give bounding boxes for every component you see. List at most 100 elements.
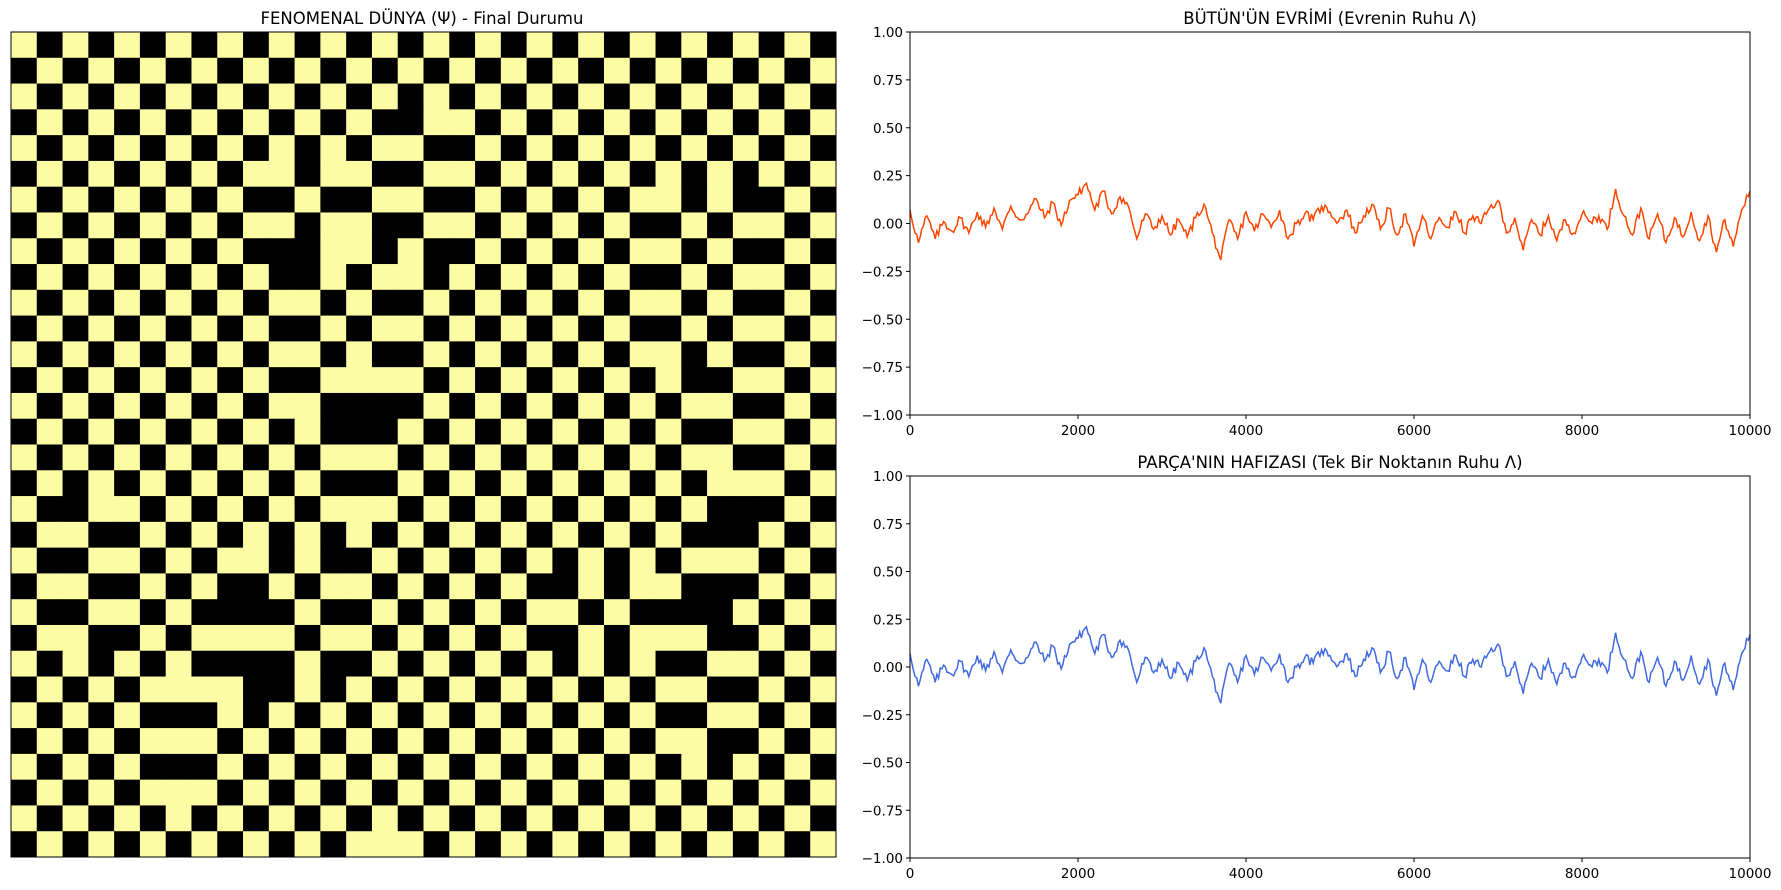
heatmap-cell (526, 212, 553, 239)
heatmap-cell (681, 83, 708, 110)
heatmap-cell (784, 779, 811, 806)
heatmap-cell (423, 315, 450, 342)
heatmap-cell (500, 109, 528, 136)
heatmap-cell (526, 599, 553, 626)
heatmap-cell (268, 496, 296, 523)
heatmap-cell (784, 57, 811, 85)
heatmap-cell (88, 521, 115, 549)
heatmap-cell (62, 341, 89, 368)
heatmap-cell (681, 624, 708, 652)
heatmap-cell (191, 676, 218, 703)
heatmap-cell (603, 753, 631, 781)
heatmap-cell (655, 186, 682, 213)
heatmap-cell (139, 676, 167, 703)
heatmap-cell (36, 315, 64, 342)
heatmap-cell (732, 805, 760, 832)
heatmap-cell (784, 392, 811, 420)
heatmap-cell (655, 521, 682, 549)
heatmap-cell (578, 650, 605, 678)
heatmap-cell (681, 392, 708, 420)
heatmap-cell (578, 676, 605, 703)
heatmap-cell (681, 57, 708, 85)
heatmap-cell (449, 702, 476, 729)
whole-axes-frame (909, 31, 1751, 416)
heatmap-cell (88, 83, 115, 110)
heatmap-cell (294, 160, 321, 188)
heatmap-cell (62, 315, 89, 342)
heatmap-cell (449, 57, 476, 85)
heatmap-cell (139, 289, 167, 317)
heatmap-cell (707, 728, 734, 755)
heatmap-cell (423, 521, 450, 549)
heatmap-cell (88, 109, 115, 136)
heatmap-cell (449, 392, 476, 420)
heatmap-cell (500, 341, 528, 368)
heatmap-cell (758, 57, 785, 85)
heatmap-cell (603, 418, 631, 445)
heatmap-cell (526, 160, 553, 188)
heatmap-cell (294, 135, 321, 162)
heatmap-cell (526, 289, 553, 317)
heatmap-cell (681, 341, 708, 368)
part-ytick-label: −0.75 (862, 803, 903, 819)
heatmap-cell (371, 702, 399, 729)
heatmap-cell (732, 83, 760, 110)
heatmap-cell (758, 109, 785, 136)
heatmap-cell (371, 392, 399, 420)
heatmap-cell (165, 650, 192, 678)
heatmap-cell (346, 470, 373, 497)
heatmap-cell (243, 32, 270, 59)
heatmap-cell (526, 496, 553, 523)
heatmap-cell (371, 753, 399, 781)
heatmap-cell (423, 83, 450, 110)
heatmap-cell (243, 289, 270, 317)
heatmap-cell (810, 676, 837, 703)
heatmap-cell (217, 650, 244, 678)
heatmap-cell (578, 624, 605, 652)
heatmap-cell (603, 289, 631, 317)
heatmap-cell (758, 547, 785, 574)
heatmap-cell (758, 470, 785, 497)
heatmap-cell (552, 418, 579, 445)
heatmap-cell (475, 496, 502, 523)
heatmap-cell (552, 521, 579, 549)
heatmap-cell (397, 289, 424, 317)
heatmap-cell (371, 212, 399, 239)
heatmap-cell (36, 599, 64, 626)
whole-ytick-label: −1.00 (862, 408, 903, 424)
heatmap-cell (346, 779, 373, 806)
heatmap-cell (655, 599, 682, 626)
heatmap-cell (11, 547, 38, 574)
heatmap-cell (397, 135, 424, 162)
heatmap-cell (62, 32, 89, 59)
heatmap-cell (243, 599, 270, 626)
heatmap-cell (191, 470, 218, 497)
heatmap-cell (243, 444, 270, 471)
heatmap-cell (36, 264, 64, 291)
heatmap-cell (268, 392, 296, 420)
heatmap-cell (62, 418, 89, 445)
heatmap-cell (191, 289, 218, 317)
heatmap-cell (88, 238, 115, 265)
heatmap-cell (371, 109, 399, 136)
heatmap-cell (578, 753, 605, 781)
heatmap-cell (268, 728, 296, 755)
heatmap-cell (784, 470, 811, 497)
heatmap-cell (114, 57, 141, 85)
heatmap-cell (36, 392, 64, 420)
heatmap-cell (294, 83, 321, 110)
heatmap-cell (784, 624, 811, 652)
heatmap-cell (526, 367, 553, 394)
heatmap-cell (371, 238, 399, 265)
heatmap-cell (500, 57, 528, 85)
heatmap-cell (11, 779, 38, 806)
heatmap-cell (629, 496, 657, 523)
heatmap-cell (449, 831, 476, 858)
heatmap-cell (578, 315, 605, 342)
heatmap-cell (114, 650, 141, 678)
heatmap-cell (423, 753, 450, 781)
heatmap-cell (681, 135, 708, 162)
heatmap-cell (629, 135, 657, 162)
heatmap-cell (346, 728, 373, 755)
line-chart-whole-title: BÜTÜN'ÜN EVRİMİ (Evrenin Ruhu Λ) (1183, 9, 1477, 28)
